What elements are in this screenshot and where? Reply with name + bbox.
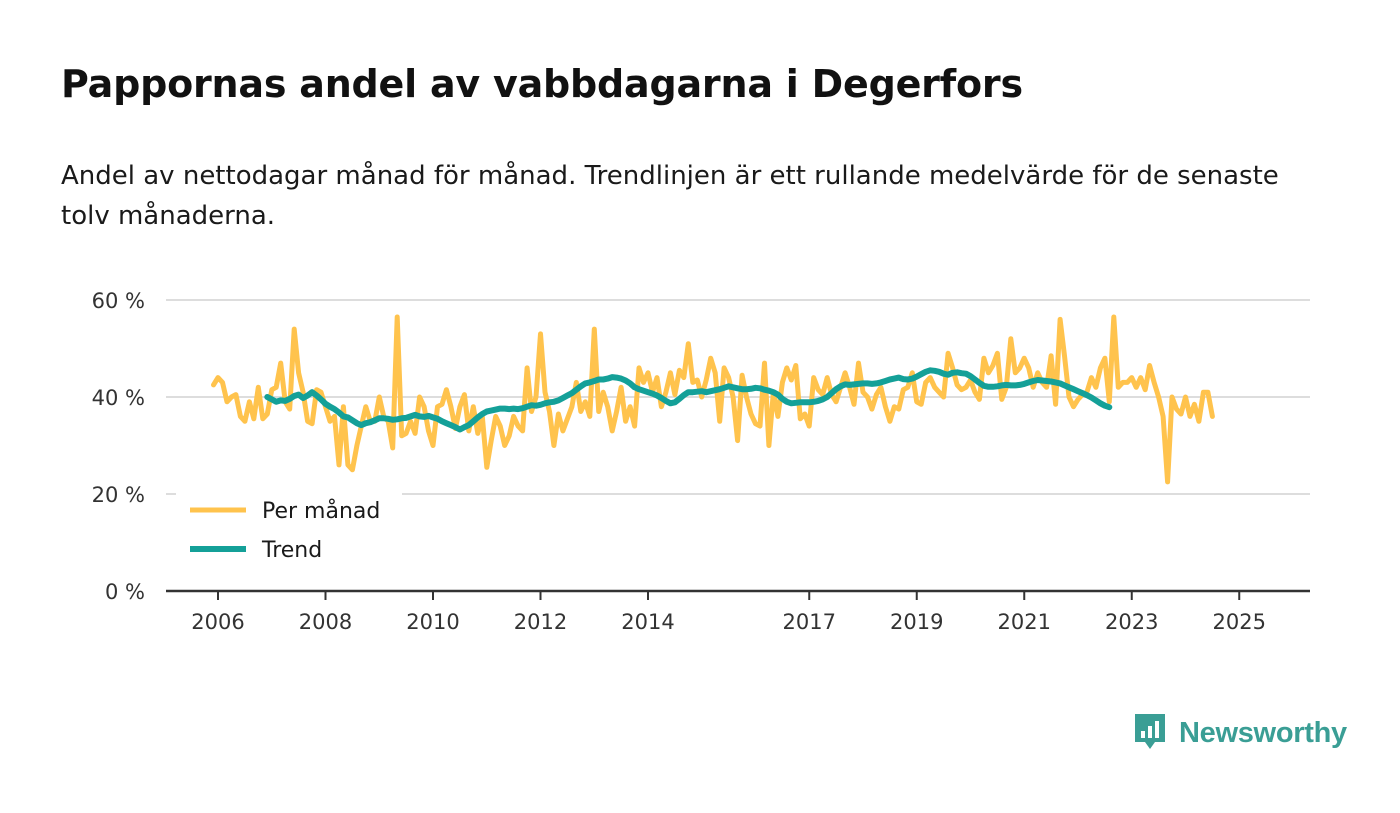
x-tick-label: 2014: [621, 610, 674, 634]
y-tick-label: 0 %: [105, 580, 145, 604]
newsworthy-logo-icon: [1135, 714, 1165, 749]
legend-label-per-manad: Per månad: [262, 498, 380, 524]
x-tick-label: 2017: [783, 610, 836, 634]
chart-title: Pappornas andel av vabbdagarna i Degerfo…: [61, 62, 1023, 106]
x-tick-label: 2021: [998, 610, 1051, 634]
chart-subtitle: Andel av nettodagar månad för månad. Tre…: [61, 161, 1279, 231]
newsworthy-brand: Newsworthy: [1133, 712, 1347, 754]
brand-name: Newsworthy: [1179, 716, 1347, 749]
x-tick-label: 2019: [890, 610, 943, 634]
y-tick-label: 20 %: [92, 483, 145, 507]
x-tick-label: 2008: [299, 610, 352, 634]
x-tick-label: 2023: [1105, 610, 1158, 634]
x-tick-label: 2010: [406, 610, 459, 634]
legend-label-trend: Trend: [261, 538, 322, 563]
line-chart: 0 % 20 % 40 % 60 % 2006 2008 2010 2012 2014 2017…: [92, 289, 1310, 634]
x-axis-ticks: 2006 2008 2010 2012 2014 2017 2019 2021 2023 2025: [191, 591, 1266, 634]
gridlines: [166, 299, 1310, 593]
series-line-trend: [264, 367, 1113, 433]
y-tick-label: 60 %: [92, 289, 145, 313]
y-axis-ticks: 0 % 20 % 40 % 60 %: [92, 289, 145, 604]
y-tick-label: 40 %: [92, 386, 145, 410]
x-tick-label: 2006: [191, 610, 244, 634]
series-line-per-manad: [211, 314, 1215, 485]
x-tick-label: 2012: [514, 610, 567, 634]
legend: Per månad Trend: [176, 492, 402, 572]
x-tick-label: 2025: [1213, 610, 1266, 634]
legend-background: [176, 492, 402, 572]
